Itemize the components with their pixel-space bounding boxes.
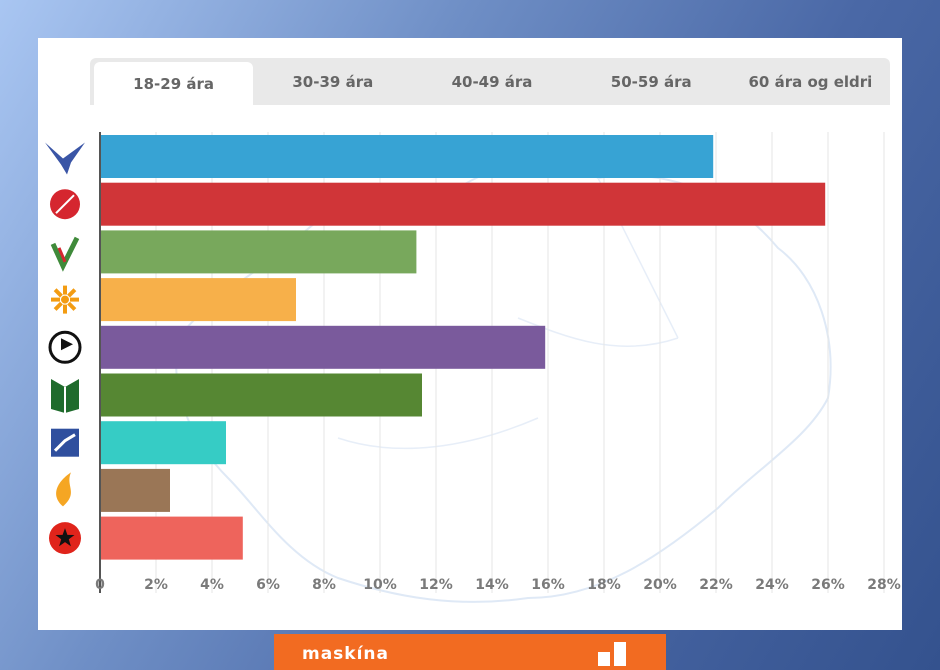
icon-shape [67,301,77,311]
v-check-icon [50,236,80,272]
x-tick-label: 22% [699,577,733,593]
icon-shape [50,236,80,272]
brand-name: maskína [302,644,390,664]
x-tick-label: 18% [587,577,621,593]
fist-star-icon [49,522,81,555]
pirate-flag-icon [48,330,82,364]
brand-bars-icon [598,642,626,666]
icon-shape [67,288,77,298]
x-tick-label: 0 [95,577,105,593]
icon-shape [45,142,85,175]
chart-card: 18-29 ára 30-39 ára 40-49 ára 50-59 ára … [38,38,902,630]
rising-arrow-icon [51,428,79,457]
icon-shape [55,194,75,214]
x-tick-label: 16% [531,577,565,593]
flame-icon [56,472,71,507]
tab-40-49[interactable]: 40-49 ára [451,72,533,91]
bar [100,325,546,369]
tab-18-29[interactable]: 18-29 ára [94,62,254,105]
x-tick-label: 12% [419,577,453,593]
falcon-icon [45,142,85,175]
bar [100,135,714,178]
open-book-icon [51,379,79,413]
sun-icon [51,285,79,314]
x-tick-label: 10% [363,577,397,593]
icon-shape [56,472,71,507]
party-icons [45,142,85,555]
icon-shape [53,301,63,311]
age-group-tabs: 18-29 ára 30-39 ára 40-49 ára 50-59 ára … [90,58,890,105]
bar [100,278,296,322]
tab-60-plus[interactable]: 60 ára og eldri [748,72,873,91]
icon-shape [61,295,69,304]
x-tick-label: 24% [755,577,789,593]
brand-footer: maskína [274,634,666,670]
icon-shape [53,433,76,452]
icon-shape [55,528,75,547]
x-tick-label: 14% [475,577,509,593]
tab-50-59[interactable]: 50-59 ára [610,72,692,91]
chart-bars [100,135,826,560]
icon-shape [53,288,63,298]
bar [100,373,422,417]
x-tick-label: 8% [312,577,336,593]
x-tick-label: 6% [256,577,280,593]
rose-icon [50,189,80,220]
bar [100,230,417,274]
x-tick-label: 4% [200,577,224,593]
bar [100,516,243,560]
tab-30-39[interactable]: 30-39 ára [292,72,374,91]
x-axis-ticks: 0 2% 4% 6% 8% 10% 12% 14% 16% 18% 20% 22% 24% 26% 28% [95,577,901,593]
bar-chart: 0 2% 4% 6% 8% 10% 12% 14% 16% 18% 20% 22% 24% 26% 28% [45,132,901,593]
x-tick-label: 2% [144,577,168,593]
bar [100,468,170,512]
bar [100,421,226,465]
icon-shape [57,247,67,263]
x-tick-label: 28% [867,577,901,593]
icon-shape [61,338,73,358]
bar [100,182,826,226]
x-tick-label: 26% [811,577,845,593]
x-tick-label: 20% [643,577,677,593]
